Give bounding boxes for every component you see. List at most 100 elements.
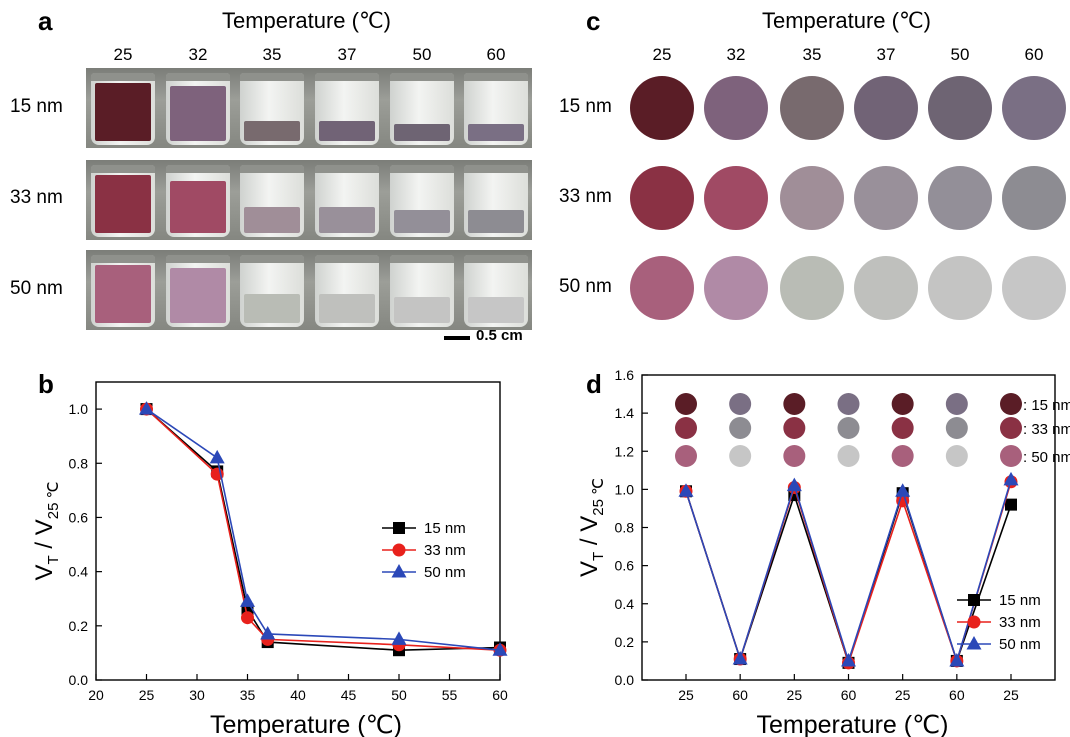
y-tick-label: 0.4 [615, 596, 635, 612]
legend-label: 33 nm [999, 614, 1041, 631]
color-disc [1002, 76, 1066, 140]
y-tick-label: 0.6 [69, 509, 89, 525]
color-disc [854, 256, 918, 320]
inset-swatch [675, 393, 697, 415]
panel-a-temp-tick: 32 [188, 45, 208, 64]
vial-cap [240, 73, 304, 81]
panel-c-temp-tick: 32 [726, 45, 746, 64]
x-axis-label: Temperature (℃) [210, 711, 402, 737]
vial [464, 255, 528, 327]
marker-triangle [391, 564, 407, 578]
vial-contents [394, 210, 450, 233]
y-tick-label: 0.8 [615, 520, 635, 536]
color-disc [780, 256, 844, 320]
color-disc [1002, 256, 1066, 320]
vial-cap [390, 255, 454, 263]
color-disc [854, 76, 918, 140]
marker-triangle [209, 449, 225, 464]
vial-cap [464, 73, 528, 81]
vial-cap [315, 255, 379, 263]
x-tick-label: 60 [732, 687, 748, 703]
vial [390, 255, 454, 327]
chart-d: 25 60 25 60 25 60 25 0.0 0.2 0.4 0.6 0.8 1.0 1.2 1.4 1.… [576, 367, 1070, 737]
legend-label: 50 nm [424, 564, 466, 581]
vial [166, 255, 230, 327]
inset-label: : 15 nm [1023, 397, 1070, 414]
inset-swatch [1000, 445, 1022, 467]
panel-c-temp-tick: 50 [950, 45, 970, 64]
vial-cap [91, 255, 155, 263]
y-axis-label-part: V [576, 561, 603, 577]
marker-triangle [678, 483, 694, 497]
color-disc [780, 166, 844, 230]
marker-triangle [966, 636, 982, 650]
vial [240, 165, 304, 237]
color-disc [704, 256, 768, 320]
y-axis-label: VT / V25 ℃ [31, 482, 62, 581]
vial-photo-strip [86, 250, 532, 330]
panel-c-row-label: 15 nm [559, 96, 612, 117]
vial-cap [91, 73, 155, 81]
x-tick-label: 30 [189, 687, 205, 703]
vial-contents [170, 86, 226, 141]
inset-swatch [945, 393, 968, 415]
y-tick-label: 1.0 [69, 401, 89, 417]
marker-triangle [260, 625, 276, 640]
y-tick-label: 1.0 [615, 481, 635, 497]
vial-contents [244, 294, 300, 323]
panel-c-temp-tick: 35 [802, 45, 822, 64]
inset-label: : 33 nm [1023, 421, 1070, 438]
inset-swatch [1000, 393, 1022, 415]
inset-swatch [945, 445, 968, 467]
color-disc [1002, 166, 1066, 230]
marker-triangle [492, 642, 508, 656]
vial-cap [390, 73, 454, 81]
y-axis-label-part: 25 ℃ [590, 478, 607, 516]
vial-cap [240, 255, 304, 263]
y-tick-label: 0.4 [69, 564, 89, 580]
marker-square [393, 522, 405, 534]
legend-label: 50 nm [999, 636, 1041, 653]
vial-contents [170, 181, 226, 233]
vial [166, 73, 230, 145]
scale-bar [444, 336, 470, 340]
y-tick-label: 1.6 [615, 367, 635, 383]
panel-a-row-label: 33 nm [10, 187, 63, 208]
vial [464, 73, 528, 145]
vial-cap [315, 73, 379, 81]
inset-swatch [675, 417, 697, 439]
panel-c-temp-tick: 25 [652, 45, 672, 64]
vial-contents [170, 268, 226, 323]
color-disc [928, 166, 992, 230]
vial-contents [394, 124, 450, 141]
color-disc [630, 76, 694, 140]
vial [464, 165, 528, 237]
color-disc [704, 166, 768, 230]
vial-contents [95, 175, 151, 233]
inset-swatch [891, 445, 914, 467]
vial-cap [315, 165, 379, 173]
panel-label-b: b [38, 369, 54, 399]
marker-square [1005, 498, 1017, 511]
y-tick-label: 1.2 [615, 443, 635, 459]
vial-contents [244, 121, 300, 141]
inset-swatch [729, 417, 752, 439]
vial-cap [91, 165, 155, 173]
x-tick-label: 35 [240, 687, 256, 703]
vial-contents [468, 297, 524, 323]
vial [166, 165, 230, 237]
color-disc [780, 76, 844, 140]
y-tick-label: 0.6 [615, 558, 635, 574]
inset-swatch [837, 417, 860, 439]
vial [240, 255, 304, 327]
inset-swatch [891, 393, 914, 415]
vial-cap [240, 165, 304, 173]
marker-triangle [949, 652, 965, 667]
color-disc [704, 76, 768, 140]
panel-c-row-label: 33 nm [559, 186, 612, 207]
series-line-33-nm [145, 408, 501, 651]
y-tick-label: 1.4 [615, 405, 635, 421]
legend-label: 15 nm [999, 592, 1041, 609]
series-line-15-nm [685, 490, 1012, 666]
vial-contents [394, 297, 450, 323]
